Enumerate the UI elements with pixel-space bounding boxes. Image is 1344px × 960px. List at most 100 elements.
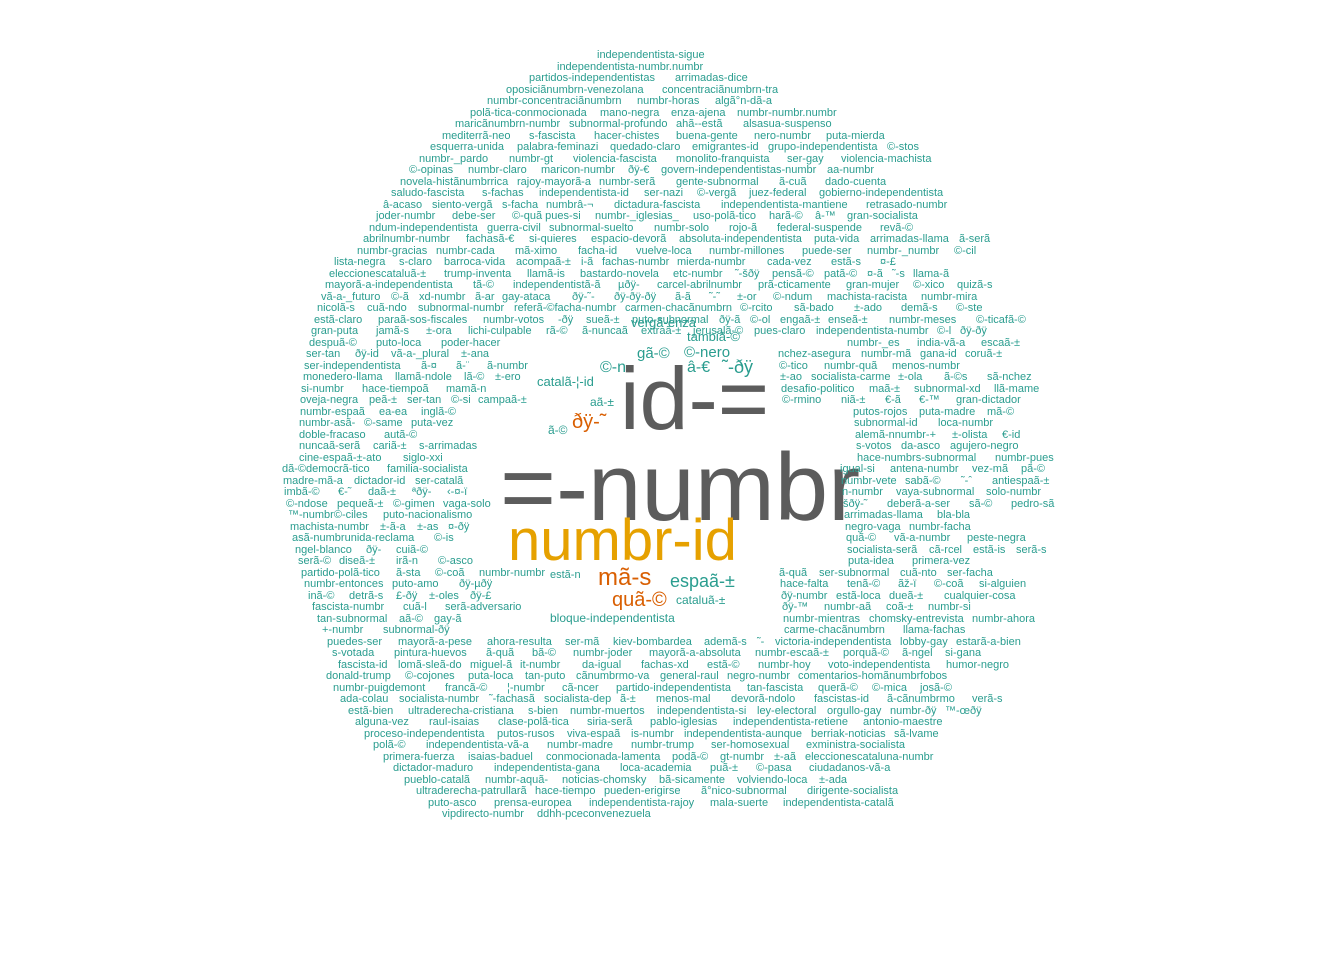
- cloud-word: ±-ola: [898, 371, 923, 383]
- cloud-word: maã-±: [869, 383, 901, 395]
- cloud-word: ã-±: [620, 693, 636, 705]
- cloud-word: maricon-numbr: [541, 164, 615, 176]
- cloud-word: partidos-independentistas: [529, 72, 655, 84]
- cloud-word: ser-facha: [947, 567, 993, 579]
- cloud-word: si-quieres: [529, 233, 577, 245]
- cloud-word: puta-vida: [814, 233, 860, 245]
- cloud-word: proceso-independentista: [364, 728, 485, 740]
- cloud-word: €-™: [919, 394, 940, 406]
- cloud-word: ˜-˜: [709, 291, 720, 303]
- cloud-word: ©-opinas: [409, 164, 454, 176]
- cloud-word: s-fascista: [529, 130, 576, 142]
- cloud-word: s-votos: [856, 440, 892, 452]
- cloud-word: ©-cil: [954, 245, 977, 257]
- cloud-word: dictador-id: [354, 475, 406, 487]
- cloud-word: puedes-ser: [327, 636, 383, 648]
- cloud-word: mala-suerte: [710, 797, 769, 809]
- cloud-word: noticias-chomsky: [562, 774, 647, 786]
- cloud-word: ãž-ï: [898, 578, 917, 590]
- cloud-word: fascista-numbr: [312, 601, 385, 613]
- cloud-word: nuncaã-serã: [299, 440, 361, 452]
- cloud-word: ±-oles: [429, 590, 459, 602]
- cloud-word: polã-tica-conmocionada: [470, 107, 587, 119]
- cloud-word: ©-quã pues-si: [512, 210, 581, 222]
- cloud-word: pensã-©: [772, 268, 814, 280]
- cloud-word: €-id: [1002, 429, 1021, 441]
- cloud-word: independentista-id: [539, 187, 629, 199]
- cloud-word: cualquier-cosa: [944, 590, 1016, 602]
- cloud-word: numbr-horas: [637, 95, 700, 107]
- cloud-word: subnormal-xd: [914, 383, 981, 395]
- cloud-word: ©-coã: [934, 578, 964, 590]
- cloud-word: numbr-aquã-: [485, 774, 548, 786]
- cloud-word: ©-ã: [391, 291, 409, 303]
- cloud-word: ˜-: [757, 636, 765, 648]
- cloud-word: is-numbr: [631, 728, 674, 740]
- cloud-word: šðÿ-˜: [843, 498, 868, 510]
- cloud-word: ser-nazi: [644, 187, 684, 199]
- cloud-word: eleccionescataluna-numbr: [805, 751, 934, 763]
- cloud-word: â-™: [815, 210, 836, 222]
- cloud-word: da-igual: [582, 659, 622, 671]
- cloud-word-large: id-=: [620, 349, 770, 448]
- cloud-word: maricãnumbrn-numbr: [455, 118, 561, 130]
- cloud-word: hace-falta: [780, 578, 829, 590]
- cloud-word: numbr-_numbr: [867, 245, 940, 257]
- cloud-word: ðÿ-™: [782, 601, 809, 613]
- cloud-word: nicolã-s: [317, 302, 355, 314]
- cloud-word: pues-claro: [754, 325, 806, 337]
- cloud-word: puede-ser: [802, 245, 852, 257]
- cloud-word: n-numbr: [842, 486, 883, 498]
- cloud-word: llamã-ndole: [395, 371, 452, 383]
- cloud-word: quedado-claro: [610, 141, 681, 153]
- cloud-word: ser-mã: [565, 636, 600, 648]
- cloud-word: numbr-hoy: [758, 659, 811, 671]
- cloud-word: sã-©: [969, 498, 993, 510]
- cloud-word: antena-numbr: [890, 463, 959, 475]
- cloud-word: fascistas-id: [814, 693, 870, 705]
- cloud-word: alemã-nnumbr-+: [855, 429, 937, 441]
- cloud-word: negro-numbr: [727, 670, 790, 682]
- cloud-word: coã-±: [886, 601, 914, 613]
- cloud-word: engaã-±: [780, 314, 821, 326]
- cloud-word: ðÿ-ðÿ: [960, 325, 987, 337]
- cloud-word: serã-©: [298, 555, 332, 567]
- cloud-word: mediterrã-neo: [442, 130, 511, 142]
- cloud-word: cuã-ndo: [367, 302, 407, 314]
- cloud-word: arrimadas-llama: [870, 233, 949, 245]
- cloud-word: independentista-rajoy: [589, 797, 695, 809]
- cloud-word: pueden-erigirse: [604, 785, 681, 797]
- cloud-word: ã-serã: [959, 233, 991, 245]
- cloud-word: llã-mame: [994, 383, 1040, 395]
- cloud-word: partido-independentista: [616, 682, 731, 694]
- cloud-word: desafio-politico: [781, 383, 855, 395]
- cloud-word: numbr-_iglesias_: [595, 210, 679, 222]
- cloud-word: saludo-fascista: [391, 187, 465, 199]
- cloud-word: numbr-madre: [547, 739, 614, 751]
- cloud-word: extraã-±: [641, 325, 682, 337]
- cloud-word: numbr-_es: [847, 337, 900, 349]
- cloud-word: comentarios-homãnumbrfobos: [798, 670, 948, 682]
- cloud-word: pintura-huevos: [394, 647, 467, 659]
- cloud-word: tã-©: [473, 279, 494, 291]
- cloud-word: ðÿ-˜-: [572, 291, 595, 303]
- cloud-word: puta-mierda: [826, 130, 885, 142]
- cloud-word: oposiciãnumbrn-venezolana: [506, 84, 644, 96]
- cloud-word: ©-ol: [750, 314, 771, 326]
- cloud-word: porquã-©: [843, 647, 890, 659]
- cloud-word-large: ©-n: [600, 359, 627, 376]
- cloud-word: gran-socialista: [847, 210, 918, 222]
- cloud-word: clase-polã-tica: [498, 716, 569, 728]
- cloud-word: patã-©: [824, 268, 858, 280]
- cloud-word: i-ã: [581, 256, 594, 268]
- cloud-word: numbr-entonces: [304, 578, 384, 590]
- cloud-word: general-raul: [660, 670, 719, 682]
- cloud-word: acompaã-±: [516, 256, 571, 268]
- cloud-word: numbr-aã: [824, 601, 872, 613]
- cloud-word: numbr-espaã: [300, 406, 365, 418]
- cloud-word: s-arrimadas: [419, 440, 478, 452]
- cloud-word: hace-tiempoã: [362, 383, 429, 395]
- cloud-word: numbr-gt: [509, 153, 554, 165]
- cloud-word: ser-subnormal: [819, 567, 890, 579]
- cloud-word: estã-©: [707, 659, 740, 671]
